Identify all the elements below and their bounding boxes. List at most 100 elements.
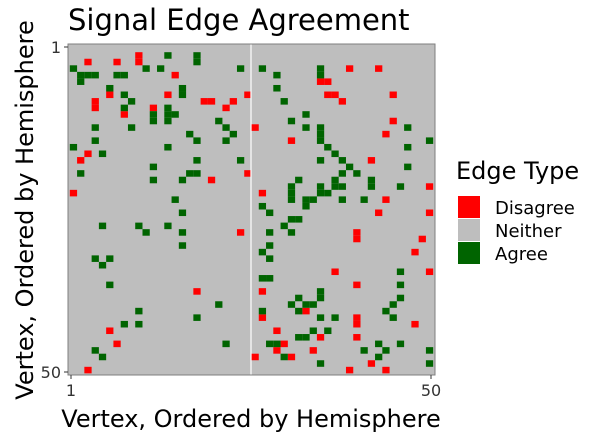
heatmap-cell-agree xyxy=(171,111,179,118)
heatmap-cell-agree xyxy=(164,222,172,230)
heatmap-cell-agree xyxy=(287,196,296,203)
heatmap-cell-agree xyxy=(69,143,78,151)
heatmap-cell-agree xyxy=(302,334,310,341)
x-tick-label-1: 1 xyxy=(66,381,76,400)
heatmap-cell-agree xyxy=(258,202,267,210)
heatmap-cell-agree xyxy=(91,255,99,262)
heatmap-cell-disagree xyxy=(106,91,114,99)
heatmap-cell-disagree xyxy=(91,98,99,105)
heatmap-cell-agree xyxy=(149,111,158,118)
heatmap-cell-agree xyxy=(324,143,332,151)
heatmap-cell-disagree xyxy=(113,340,121,348)
y-tick-label-50: 50 xyxy=(41,363,61,382)
heatmap-cell-agree xyxy=(309,301,317,308)
heatmap-cell-disagree xyxy=(331,91,339,99)
heatmap-cell-agree xyxy=(186,170,194,177)
heatmap-cell-agree xyxy=(193,170,201,177)
heatmap-cell-agree xyxy=(164,143,172,151)
heatmap-cell-agree xyxy=(316,183,325,190)
legend: Edge Type Disagree Neither Agree xyxy=(456,157,579,265)
heatmap-cell-agree xyxy=(120,104,128,112)
heatmap-cell-agree xyxy=(316,65,325,72)
heatmap-cell-agree xyxy=(382,347,390,354)
heatmap-cell-agree xyxy=(273,84,281,92)
heatmap-cell-agree xyxy=(135,320,143,328)
legend-swatch-neither xyxy=(458,219,480,241)
heatmap-cell-agree xyxy=(193,157,201,164)
heatmap-cell-agree xyxy=(113,71,121,79)
heatmap-cell-agree xyxy=(302,202,310,210)
heatmap-cell-agree xyxy=(375,340,383,348)
heatmap-cell-disagree xyxy=(375,65,383,72)
heatmap-cell-disagree xyxy=(164,91,172,99)
heatmap-cell-agree xyxy=(302,124,310,131)
heatmap-cell-disagree xyxy=(120,111,128,118)
heatmap-cell-agree xyxy=(287,117,296,125)
heatmap-cell-agree xyxy=(324,189,332,197)
heatmap-cell-disagree xyxy=(338,98,346,105)
heatmap-cell-agree xyxy=(135,222,143,230)
heatmap-cell-agree xyxy=(295,307,303,315)
heatmap-cell-agree xyxy=(215,301,223,308)
heatmap-cell-agree xyxy=(106,84,114,92)
heatmap-cell-agree xyxy=(302,301,310,308)
heatmap-cell-agree xyxy=(273,71,281,79)
heatmap-cell-agree xyxy=(106,281,114,289)
heatmap-cell-agree xyxy=(287,189,296,197)
heatmap-cell-agree xyxy=(425,360,434,367)
heatmap-cell-disagree xyxy=(425,268,434,276)
heatmap-cell-agree xyxy=(367,183,376,190)
heatmap-cell-agree xyxy=(404,124,412,131)
heatmap-cell-agree xyxy=(353,170,361,177)
legend-swatch-agree xyxy=(458,242,480,264)
heatmap-cell-agree xyxy=(186,130,194,138)
heatmap-cell-agree xyxy=(69,65,78,72)
heatmap-cell-agree xyxy=(396,340,405,348)
heatmap-cell-disagree xyxy=(207,176,216,184)
heatmap-cell-agree xyxy=(98,261,107,269)
heatmap-cell-agree xyxy=(91,347,99,354)
heatmap-cell-disagree xyxy=(200,98,208,105)
heatmap-cell-agree xyxy=(396,268,405,276)
heatmap-cell-agree xyxy=(309,327,317,335)
heatmap-cell-agree xyxy=(404,163,412,171)
heatmap-cell-agree xyxy=(193,137,201,144)
heatmap-cell-agree xyxy=(178,242,187,249)
heatmap-cell-agree xyxy=(127,98,136,105)
heatmap-cell-disagree xyxy=(411,320,419,328)
heatmap-cell-agree xyxy=(396,294,405,302)
heatmap-cell-agree xyxy=(331,183,339,190)
heatmap-cell-agree xyxy=(258,307,267,315)
heatmap-cell-agree xyxy=(345,163,354,171)
heatmap-cell-agree xyxy=(258,65,267,72)
heatmap-cell-agree xyxy=(375,353,383,361)
heatmap-cell-disagree xyxy=(425,209,434,217)
heatmap-cell-agree xyxy=(302,111,310,118)
heatmap-cell-agree xyxy=(331,176,339,184)
heatmap-cell-agree xyxy=(164,117,172,125)
heatmap-cell-agree xyxy=(367,176,376,184)
heatmap-cell-disagree xyxy=(425,183,434,190)
heatmap-cell-agree xyxy=(396,281,405,289)
heatmap-cell-disagree xyxy=(353,314,361,321)
heatmap-cell-agree xyxy=(389,314,397,321)
heatmap-cell-agree xyxy=(164,104,172,112)
heatmap-cell-disagree xyxy=(353,334,361,341)
heatmap-cell-agree xyxy=(295,176,303,184)
heatmap-cell-disagree xyxy=(331,268,339,276)
heatmap-cell-agree xyxy=(193,52,201,59)
heatmap-cell-disagree xyxy=(69,189,78,197)
legend-label-agree: Agree xyxy=(495,244,548,265)
heatmap-cell-agree xyxy=(316,157,325,164)
heatmap-cell-agree xyxy=(142,229,150,236)
heatmap-cell-agree xyxy=(360,347,368,354)
heatmap-cell-disagree xyxy=(193,288,201,295)
heatmap-cells xyxy=(69,52,434,374)
legend-swatch-disagree xyxy=(458,196,480,218)
heatmap-cell-disagree xyxy=(367,157,376,164)
heatmap-cell-disagree xyxy=(324,91,332,99)
heatmap-cell-disagree xyxy=(273,327,281,335)
heatmap-cell-agree xyxy=(258,248,267,256)
heatmap-cell-disagree xyxy=(236,229,245,236)
